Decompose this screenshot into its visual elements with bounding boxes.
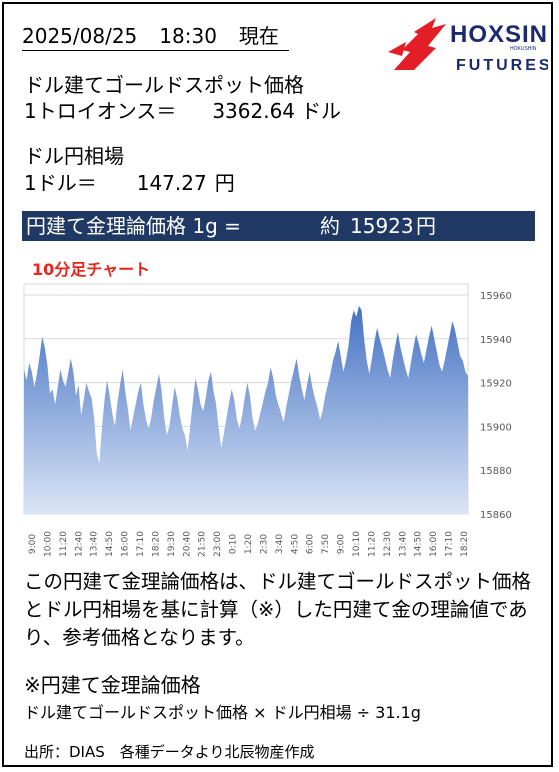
chart-title: 10分足チャート	[32, 260, 151, 279]
fx-label: ドル円相場	[24, 144, 124, 168]
header-status: 現在	[238, 24, 279, 48]
logo-sub-text: FUTURES	[456, 57, 548, 74]
logo-red-swoosh-2	[388, 42, 406, 56]
description-text: この円建て金理論価格は、ドル建てゴールドスポット価格とドル円相場を基に計算（※）…	[24, 570, 532, 649]
logo-small-text: HOKUSHIN	[510, 46, 537, 52]
price-area	[24, 305, 468, 514]
header-datetime: 2025/08/25 18:30 現在	[22, 22, 289, 51]
logo-red-swoosh	[394, 18, 446, 70]
x-tick-label: 13:40	[398, 531, 408, 557]
fx-row: 1ドル＝ 147.27 円	[24, 170, 235, 196]
x-tick-label: 11:20	[59, 531, 69, 557]
x-tick-label: 7:50	[321, 534, 331, 554]
theoretical-price-banner: 円建て金理論価格 1g = 約 15923 円	[22, 211, 535, 241]
theoretical-approx: 約	[320, 214, 340, 238]
x-tick-label: 2:30	[259, 534, 269, 554]
header-time: 18:30	[159, 24, 217, 48]
x-tick-label: 18:20	[460, 531, 470, 557]
x-tick-label: 3:40	[275, 534, 285, 554]
x-tick-label: 10:00	[43, 531, 53, 557]
x-tick-label: 9:00	[337, 534, 347, 554]
x-tick-label: 14:50	[105, 531, 115, 557]
formula-text: ドル建てゴールドスポット価格 × ドル円相場 ÷ 31.1g	[24, 703, 421, 722]
y-tick-label: 15960	[480, 291, 512, 302]
source-note: 出所：DIAS 各種データより北辰物産作成	[24, 743, 315, 761]
gold-spot-unit: 1トロイオンス＝	[24, 99, 177, 123]
x-tick-label: 21:50	[198, 531, 208, 557]
x-tick-label: 16:00	[121, 531, 131, 557]
x-tick-label: 14:50	[414, 531, 424, 557]
x-tick-label: 9:00	[28, 534, 38, 554]
x-tick-label: 12:40	[74, 531, 84, 557]
x-tick-label: 18:20	[151, 531, 161, 557]
x-tick-label: 10:10	[352, 531, 362, 557]
x-tick-label: 23:00	[213, 531, 223, 557]
y-tick-label: 15860	[480, 510, 512, 521]
x-tick-label: 6:00	[306, 534, 316, 554]
y-tick-label: 15920	[480, 379, 512, 390]
x-tick-label: 11:20	[367, 531, 377, 557]
x-tick-label: 0:10	[229, 534, 239, 554]
fx-unit: 1ドル＝	[24, 171, 97, 195]
page-frame	[2, 2, 553, 767]
fx-value: 147.27	[136, 171, 207, 195]
hoxsin-logo: HOXSIN HOKUSHIN FUTURES	[388, 18, 548, 74]
gold-spot-currency: ドル	[301, 99, 342, 123]
gold-spot-value: 3362.64	[212, 99, 296, 123]
x-tick-label: 4:50	[290, 534, 300, 554]
formula-title: ※円建て金理論価格	[24, 673, 201, 697]
x-tick-label: 16:00	[429, 531, 439, 557]
theoretical-currency: 円	[416, 214, 436, 238]
gold-spot-label: ドル建てゴールドスポット価格	[24, 73, 304, 97]
y-tick-label: 15880	[480, 466, 512, 477]
price-chart: 15860 15880 15900 15920 15940 15960 9:00 10:00…	[23, 283, 512, 557]
logo-brand-text: HOXSIN	[450, 21, 548, 48]
header-date: 2025/08/25	[22, 24, 138, 48]
y-tick-label: 15940	[480, 335, 512, 346]
gold-spot-row: 1トロイオンス＝ 3362.64 ドル	[24, 98, 341, 124]
theoretical-value: 15923	[350, 214, 414, 238]
x-tick-label: 13:40	[90, 531, 100, 557]
theoretical-label: 円建て金理論価格 1g =	[26, 214, 241, 238]
fx-currency: 円	[214, 171, 235, 195]
y-tick-label: 15900	[480, 422, 512, 433]
x-tick-label: 1:20	[244, 534, 254, 554]
x-tick-label: 17:10	[136, 531, 146, 557]
x-tick-label: 17:10	[445, 531, 455, 557]
x-tick-label: 20:40	[182, 531, 192, 557]
x-tick-label: 19:30	[167, 531, 177, 557]
x-tick-label: 12:30	[383, 531, 393, 557]
